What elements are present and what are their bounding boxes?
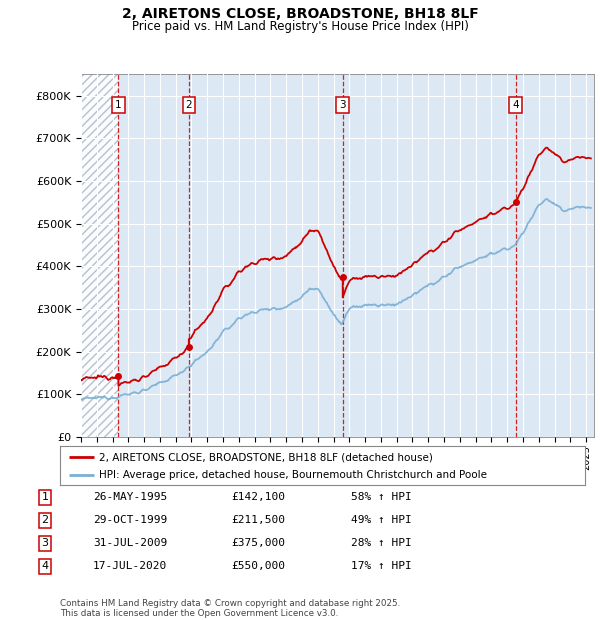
Text: 3: 3 [41,538,49,548]
Text: £211,500: £211,500 [231,515,285,525]
Text: 28% ↑ HPI: 28% ↑ HPI [351,538,412,548]
Text: 17-JUL-2020: 17-JUL-2020 [93,561,167,571]
Text: 49% ↑ HPI: 49% ↑ HPI [351,515,412,525]
Text: £375,000: £375,000 [231,538,285,548]
Text: £142,100: £142,100 [231,492,285,502]
Text: 2: 2 [185,100,192,110]
Text: 26-MAY-1995: 26-MAY-1995 [93,492,167,502]
Text: 1: 1 [115,100,122,110]
Text: 3: 3 [340,100,346,110]
Text: 17% ↑ HPI: 17% ↑ HPI [351,561,412,571]
Text: HPI: Average price, detached house, Bournemouth Christchurch and Poole: HPI: Average price, detached house, Bour… [100,470,487,480]
Text: 2: 2 [41,515,49,525]
Text: 31-JUL-2009: 31-JUL-2009 [93,538,167,548]
Text: 4: 4 [41,561,49,571]
Text: Contains HM Land Registry data © Crown copyright and database right 2025.
This d: Contains HM Land Registry data © Crown c… [60,599,400,618]
Text: 1: 1 [41,492,49,502]
Text: 29-OCT-1999: 29-OCT-1999 [93,515,167,525]
Text: Price paid vs. HM Land Registry's House Price Index (HPI): Price paid vs. HM Land Registry's House … [131,20,469,33]
Text: 4: 4 [512,100,519,110]
Bar [81,74,118,437]
Text: 2, AIRETONS CLOSE, BROADSTONE, BH18 8LF: 2, AIRETONS CLOSE, BROADSTONE, BH18 8LF [122,7,478,22]
Text: £550,000: £550,000 [231,561,285,571]
Text: 2, AIRETONS CLOSE, BROADSTONE, BH18 8LF (detached house): 2, AIRETONS CLOSE, BROADSTONE, BH18 8LF … [100,452,433,462]
Text: 58% ↑ HPI: 58% ↑ HPI [351,492,412,502]
